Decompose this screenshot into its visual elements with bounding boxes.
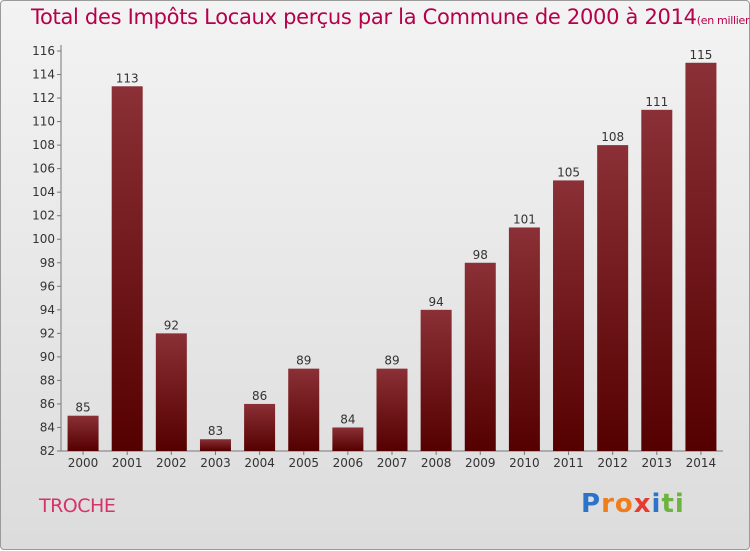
bar-value-label: 101 — [513, 212, 536, 226]
y-tick-label: 92 — [40, 326, 55, 340]
y-tick-label: 108 — [32, 138, 55, 152]
logo-letter: o — [614, 489, 634, 519]
bar-value-label: 94 — [428, 295, 443, 309]
logo-letter: t — [661, 489, 675, 519]
x-tick-label: 2010 — [509, 456, 540, 470]
bar-value-label: 89 — [296, 354, 311, 368]
x-tick-label: 2003 — [200, 456, 231, 470]
x-tick-label: 2002 — [156, 456, 187, 470]
bar-value-label: 89 — [384, 354, 399, 368]
bar-value-label: 113 — [116, 71, 139, 85]
logo-letter: i — [674, 489, 685, 519]
proxiti-logo[interactable]: Proxiti — [581, 489, 685, 519]
bar-value-label: 108 — [601, 130, 624, 144]
y-tick-label: 86 — [40, 397, 55, 411]
bar — [111, 86, 143, 451]
bar — [641, 109, 673, 451]
bar-value-label: 83 — [208, 424, 223, 438]
x-tick-label: 2006 — [333, 456, 364, 470]
y-tick-label: 110 — [32, 115, 55, 129]
y-tick-label: 88 — [40, 373, 55, 387]
x-tick-label: 2013 — [642, 456, 673, 470]
y-tick-label: 106 — [32, 162, 55, 176]
y-tick-label: 102 — [32, 209, 55, 223]
y-tick-label: 114 — [32, 68, 55, 82]
x-tick-label: 2007 — [377, 456, 408, 470]
bar — [553, 180, 585, 452]
x-tick-label: 2009 — [465, 456, 496, 470]
x-tick-label: 2000 — [68, 456, 99, 470]
bar — [420, 309, 452, 451]
x-tick-label: 2001 — [112, 456, 143, 470]
chart-axes: 82 84 86 88 90 92 94 96 98 100 102 104 106 108 110 112 1… — [32, 44, 723, 470]
commune-name: TROCHE — [39, 495, 116, 517]
bar — [464, 262, 496, 451]
x-tick-label: 2012 — [597, 456, 628, 470]
x-tick-label: 2004 — [244, 456, 275, 470]
logo-letter: r — [601, 489, 615, 519]
chart-title-text: Total des Impôts Locaux perçus par la Co… — [31, 5, 697, 29]
bar-value-label: 98 — [473, 248, 488, 262]
y-tick-label: 116 — [32, 44, 55, 58]
y-tick-label: 82 — [40, 444, 55, 458]
bar-value-label: 115 — [689, 48, 712, 62]
y-tick-label: 90 — [40, 350, 55, 364]
bar — [332, 427, 364, 451]
y-tick-label: 96 — [40, 279, 55, 293]
chart-bars: 85 113 92 83 86 89 84 89 94 98 101 105 108 111 115 — [67, 48, 717, 452]
bar — [597, 145, 629, 451]
logo-letter: x — [633, 489, 652, 519]
y-tick-label: 104 — [32, 185, 55, 199]
bar-value-label: 111 — [645, 95, 668, 109]
bar — [199, 439, 231, 451]
y-tick-label: 98 — [40, 256, 55, 270]
x-tick-label: 2011 — [553, 456, 584, 470]
bar-value-label: 105 — [557, 165, 580, 179]
logo-letter: i — [651, 489, 662, 519]
y-tick-label: 100 — [32, 232, 55, 246]
bar-value-label: 86 — [252, 389, 267, 403]
bar-value-label: 84 — [340, 412, 355, 426]
y-tick-label: 94 — [40, 303, 55, 317]
bar-value-label: 92 — [164, 318, 179, 332]
bar — [288, 368, 320, 451]
logo-letter: P — [581, 489, 602, 519]
x-tick-label: 2008 — [421, 456, 452, 470]
x-tick-label: 2014 — [686, 456, 717, 470]
bar — [508, 227, 540, 451]
bar — [685, 62, 717, 451]
bar — [376, 368, 408, 451]
bar — [67, 415, 99, 451]
chart-title: Total des Impôts Locaux perçus par la Co… — [31, 5, 750, 29]
bar-value-label: 85 — [75, 401, 90, 415]
y-tick-label: 84 — [40, 420, 55, 434]
y-tick-label: 112 — [32, 91, 55, 105]
chart-unit-text: (en milliers d'€) — [696, 14, 750, 27]
x-tick-label: 2005 — [288, 456, 319, 470]
bar — [244, 403, 276, 451]
bar — [155, 333, 187, 451]
